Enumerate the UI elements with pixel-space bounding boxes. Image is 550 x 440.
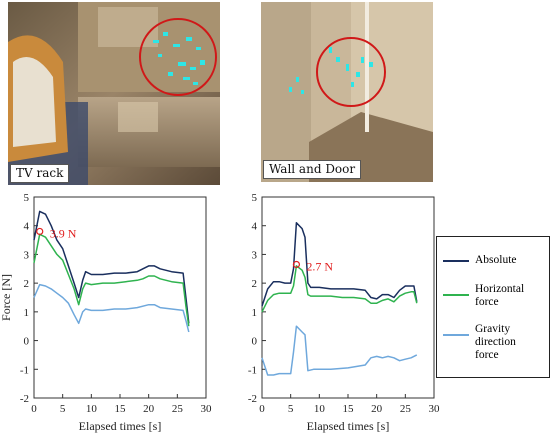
peak-annotation: 3.9 N [50,226,77,240]
x-tick-label: 15 [343,403,355,415]
y-tick-label: -1 [20,364,29,376]
x-tick-label: 15 [115,403,127,415]
y-tick-label: 1 [24,307,30,319]
peak-marker [36,227,44,236]
y-tick-label: 3 [24,249,30,261]
tv-rack-photo: TV rack [8,2,220,185]
highlight-circle [139,18,217,96]
x-tick-label: 0 [259,403,265,415]
series-line-absolute [33,210,190,324]
peak-annotation: 2.7 N [306,259,333,273]
peak-marker [292,260,300,269]
y-tick-label: 0 [24,336,30,348]
x-tick-label: 5 [60,403,66,415]
y-tick-label: -1 [248,364,257,376]
chart-2: -2 -1 0 1 2 3 4 5 0 5 10 15 20 25 30 Elapsed times [s] 2… [248,192,440,433]
x-tick-label: 10 [314,403,326,415]
x-tick-label: 30 [201,403,213,415]
feature-points [153,32,205,85]
x-tick-label: 20 [143,403,155,415]
y-tick-label: 4 [252,221,258,233]
x-axis-label: Elapsed times [s] [79,419,162,433]
y-tick-label: -2 [20,393,29,405]
y-tick-label: 5 [24,192,30,204]
y-tick-label: 3 [252,249,258,261]
legend: Absolute Horizontal force Gravity direct… [436,236,550,378]
tv-rack-scene [8,2,220,185]
x-tick-label: 20 [371,403,383,415]
series-line-gravity [33,283,190,333]
y-tick-label: 5 [252,192,258,204]
tv-rack-label: TV rack [10,164,70,183]
legend-swatch-absolute [443,260,469,262]
chart-1: -2 -1 0 1 2 3 4 5 0 5 10 15 20 25 30 Elapsed times [s] F… [0,192,212,433]
x-axis-label: Elapsed times [s] [307,419,390,433]
legend-swatch-gravity [443,334,469,336]
y-tick-label: 1 [252,307,258,319]
series-line-horizontal [33,233,190,327]
feature-points [289,47,373,94]
y-tick-label: 0 [252,336,258,348]
x-tick-label: 5 [288,403,294,415]
wall-door-label: Wall and Door [263,160,362,179]
legend-label-absolute: Absolute [475,254,517,266]
y-tick-label: -2 [248,393,257,405]
highlight-circle [316,37,386,107]
y-tick-label: 2 [252,278,258,290]
legend-label-gravity: Gravity direction force [475,323,516,361]
x-tick-label: 25 [172,403,184,415]
series-line-horizontal [261,265,418,313]
x-tick-label: 0 [31,403,37,415]
wall-door-scene [261,2,433,182]
x-tick-label: 25 [400,403,412,415]
y-tick-label: 4 [24,221,30,233]
legend-swatch-horizontal [443,294,469,296]
y-axis-label: Force [N] [0,274,13,321]
wall-door-photo: Wall and Door [261,2,433,182]
x-tick-label: 30 [429,403,441,415]
series-line-gravity [261,325,418,376]
series-line-absolute [261,222,418,307]
x-tick-label: 10 [86,403,98,415]
y-tick-label: 2 [24,278,30,290]
legend-label-horizontal: Horizontal force [475,283,525,308]
